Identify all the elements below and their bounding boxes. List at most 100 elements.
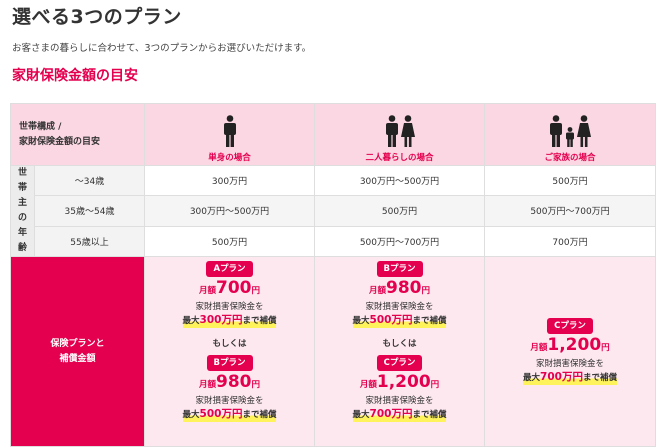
plan-a-price: 月額700円 (145, 278, 314, 301)
plan-a-limit: 最大300万円まで補償 (182, 314, 277, 328)
column-family: ご家族の場合 (484, 103, 657, 166)
page-title: 選べる3つのプラン (12, 6, 182, 28)
value-cell: 300万円 (144, 164, 316, 197)
side-label-householder-age: 世 帯 主 の 年 齢 (10, 165, 35, 257)
value-cell: 500万円 (484, 164, 657, 197)
value-cell: 500万円〜700万円 (314, 225, 486, 258)
age-cell: 35歳〜54歳 (33, 195, 146, 227)
limit-amount: 500万円 (369, 314, 413, 326)
value-cell: 500万円 (144, 225, 316, 258)
side-label-char: 年 (17, 228, 27, 238)
limit-post: まで補償 (242, 316, 277, 326)
value-cell: 300万円〜500万円 (314, 164, 486, 197)
plan-row-label-line1: 保険プランと (50, 338, 105, 349)
price-prefix: 月額 (369, 286, 387, 296)
limit-pre: 最大 (182, 316, 200, 326)
column-label-single: 単身の場合 (208, 152, 251, 163)
side-label-char: 主 (17, 198, 27, 208)
plan-row: 保険プランと 補償金額 Aプラン 月額700円 家財損害保険金を 最大300万円… (9, 256, 657, 447)
age-cell: 55歳以上 (33, 225, 146, 258)
plan-b-desc: 家財損害保険金を (365, 302, 434, 312)
plan-table: 世帯構成 / 家財保険金額の目安 単身の場合 二人暮らしの場合 ご家族の場合 (9, 103, 657, 447)
plan-b-badge: Bプラン (206, 355, 253, 371)
value-cell: 300万円〜500万円 (144, 195, 316, 227)
price-unit: 円 (251, 380, 261, 390)
column-label-couple: 二人暮らしの場合 (365, 152, 434, 163)
header-label-line2: 家財保険金額の目安 (19, 136, 101, 147)
column-single: 単身の場合 (144, 103, 316, 166)
plan-b-limit: 最大500万円まで補償 (182, 408, 277, 422)
section-title: 家財保険金額の目安 (12, 68, 138, 84)
column-couple: 二人暮らしの場合 (314, 103, 486, 166)
limit-post: まで補償 (412, 316, 447, 326)
plan-a-desc: 家財損害保険金を (195, 302, 264, 312)
plan-a-badge: Aプラン (206, 261, 253, 277)
age-cell: 〜34歳 (33, 164, 146, 197)
column-label-family: ご家族の場合 (544, 152, 596, 163)
plan-b-price: 月額980円 (145, 372, 314, 395)
plan-row-label: 保険プランと 補償金額 (9, 256, 146, 447)
plan-b-block: Bプラン 月額980円 家財損害保険金を 最大500万円まで補償 (145, 355, 314, 422)
limit-post: まで補償 (412, 410, 447, 420)
value-cell: 500万円〜700万円 (484, 195, 657, 227)
limit-post: まで補償 (242, 410, 277, 420)
plan-b-block: Bプラン 月額980円 家財損害保険金を 最大500万円まで補償 (315, 261, 484, 328)
intro-text: お客さまの暮らしに合わせて、3つのプランからお選びいただけます。 (12, 43, 312, 54)
plan-c-badge: Cプラン (547, 318, 593, 334)
side-label-char: の (17, 213, 27, 223)
table-header-row: 世帯構成 / 家財保険金額の目安 単身の場合 二人暮らしの場合 ご家族の場合 (9, 103, 657, 166)
or-text: もしくは (382, 339, 417, 349)
side-label-char: 世 (17, 168, 27, 178)
price-unit: 円 (421, 286, 431, 296)
plan-cell-couple: Bプラン 月額980円 家財損害保険金を 最大500万円まで補償 もしくは Cプ… (314, 256, 486, 447)
price-amount: 980 (386, 278, 422, 298)
limit-amount: 700万円 (369, 408, 413, 420)
plan-row-label-line2: 補償金額 (59, 353, 96, 364)
plan-cell-family: Cプラン 月額1,200円 家財損害保険金を 最大700万円まで補償 (484, 256, 657, 447)
table-row: 55歳以上 500万円 500万円〜700万円 700万円 (11, 225, 657, 258)
price-prefix: 月額 (530, 343, 548, 353)
value-cell: 700万円 (484, 225, 657, 258)
price-unit: 円 (430, 380, 440, 390)
plan-a-block: Aプラン 月額700円 家財損害保険金を 最大300万円まで補償 (145, 261, 314, 328)
limit-amount: 500万円 (199, 408, 243, 420)
or-text: もしくは (212, 339, 247, 349)
price-prefix: 月額 (199, 286, 217, 296)
price-amount: 1,200 (376, 372, 431, 392)
price-unit: 円 (251, 286, 261, 296)
single-person-icon (145, 113, 314, 147)
plan-c-desc: 家財損害保険金を (536, 359, 605, 369)
plan-cell-single: Aプラン 月額700円 家財損害保険金を 最大300万円まで補償 もしくは Bプ… (144, 256, 316, 447)
side-label-char: 帯 (17, 183, 27, 193)
limit-amount: 700万円 (540, 371, 583, 383)
limit-pre: 最大 (523, 373, 541, 383)
plan-b-price: 月額980円 (315, 278, 484, 301)
price-unit: 円 (601, 343, 610, 353)
price-prefix: 月額 (359, 380, 377, 390)
limit-pre: 最大 (352, 410, 370, 420)
price-prefix: 月額 (199, 380, 217, 390)
plan-c-desc: 家財損害保険金を (365, 396, 434, 406)
plan-c-limit: 最大700万円まで補償 (352, 408, 447, 422)
plan-c-price: 月額1,200円 (315, 372, 484, 395)
plan-c-badge: Cプラン (376, 355, 423, 371)
header-label-line1: 世帯構成 / (19, 121, 62, 132)
price-amount: 1,200 (547, 335, 602, 355)
plan-c-block: Cプラン 月額1,200円 家財損害保険金を 最大700万円まで補償 (315, 355, 484, 422)
table-row: 世 帯 主 の 年 齢 〜34歳 300万円 300万円〜500万円 500万円 (10, 164, 657, 257)
couple-icon (315, 113, 484, 147)
plan-c-price: 月額1,200円 (485, 335, 655, 358)
limit-pre: 最大 (352, 316, 370, 326)
limit-amount: 300万円 (199, 314, 243, 326)
family-icon (485, 113, 655, 147)
price-amount: 980 (216, 372, 252, 392)
price-amount: 700 (216, 278, 252, 298)
limit-post: まで補償 (582, 373, 617, 383)
plan-b-badge: Bプラン (376, 261, 423, 277)
side-label-char: 齢 (17, 243, 27, 253)
value-cell: 500万円 (314, 195, 486, 227)
limit-pre: 最大 (182, 410, 200, 420)
plan-c-block: Cプラン 月額1,200円 家財損害保険金を 最大700万円まで補償 (485, 318, 655, 385)
plan-c-limit: 最大700万円まで補償 (523, 371, 617, 385)
header-label: 世帯構成 / 家財保険金額の目安 (9, 103, 146, 166)
